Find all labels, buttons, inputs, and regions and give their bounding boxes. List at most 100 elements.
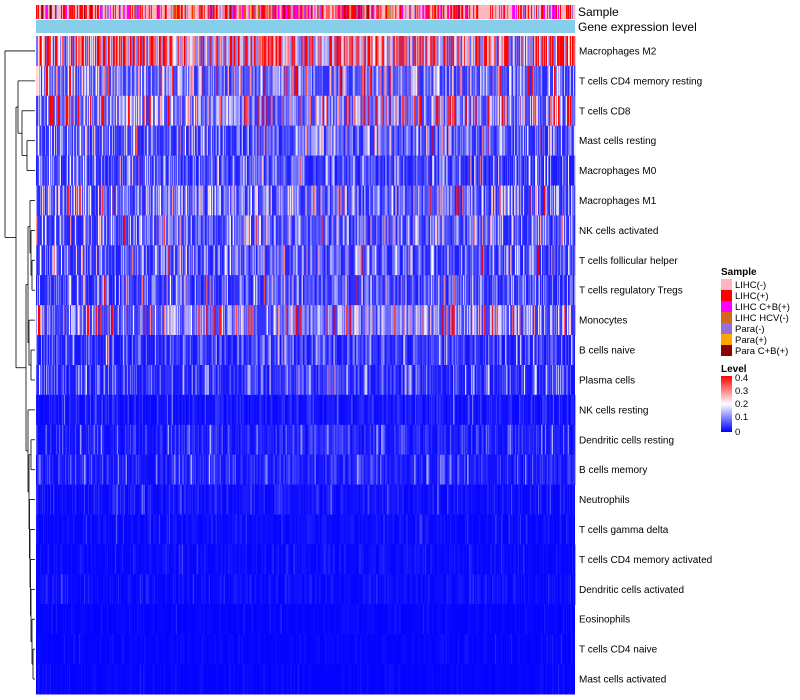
heatmap-cell	[514, 305, 516, 336]
heatmap-cell	[557, 155, 559, 187]
heatmap-cell	[262, 215, 264, 246]
heatmap-cell	[500, 95, 502, 127]
heatmap-cell	[284, 185, 286, 216]
heatmap-cell	[212, 95, 215, 127]
heatmap-cell	[52, 155, 55, 187]
heatmap-cell	[36, 65, 38, 97]
heatmap-cell	[283, 305, 285, 336]
heatmap-cell	[201, 215, 204, 246]
heatmap-cell	[477, 155, 479, 187]
heatmap-cell	[223, 185, 225, 216]
heatmap-cell	[193, 36, 196, 67]
heatmap-cell	[374, 155, 376, 187]
sample-cell	[145, 5, 148, 19]
heatmap-cell	[535, 125, 537, 157]
heatmap-cell	[170, 245, 173, 276]
heatmap-cell	[41, 36, 44, 67]
sample-cell	[71, 5, 74, 19]
heatmap-cell	[558, 95, 560, 127]
heatmap-cell	[388, 36, 390, 67]
heatmap-cell	[171, 215, 174, 246]
heatmap-cell	[45, 275, 48, 306]
heatmap-cell	[132, 155, 135, 187]
heatmap-cell	[281, 305, 283, 336]
heatmap-cell	[68, 185, 71, 216]
heatmap-cell	[113, 155, 116, 187]
sample-cell	[403, 5, 405, 19]
heatmap-cell	[193, 95, 196, 127]
heatmap-cell	[370, 95, 372, 127]
heatmap-cell	[561, 95, 563, 127]
heatmap-cell	[380, 185, 382, 216]
sample-cell	[490, 5, 492, 19]
heatmap-cell	[138, 65, 141, 97]
heatmap-cell	[545, 275, 547, 306]
heatmap-cell	[344, 215, 346, 246]
heatmap-cell	[178, 36, 181, 67]
heatmap-cell	[561, 36, 563, 67]
heatmap-cell	[47, 215, 50, 246]
heatmap-cell	[535, 185, 537, 216]
heatmap-cell	[350, 155, 352, 187]
heatmap-cell	[562, 245, 564, 276]
heatmap-cell	[357, 185, 359, 216]
heatmap-cell	[88, 65, 91, 97]
heatmap-cell	[423, 125, 425, 157]
heatmap-cell	[162, 36, 165, 67]
sample-cell	[569, 5, 571, 19]
heatmap-cell	[154, 245, 157, 276]
heatmap-cell	[44, 275, 47, 306]
heatmap-cell	[490, 125, 492, 157]
heatmap-cell	[523, 95, 525, 127]
heatmap-cell	[436, 155, 438, 187]
heatmap-cell	[160, 305, 163, 336]
heatmap-cell	[86, 245, 89, 276]
heatmap-cell	[285, 185, 287, 216]
heatmap-cell	[381, 185, 383, 216]
heatmap-cell	[204, 305, 207, 336]
heatmap-cell	[334, 95, 336, 127]
heatmap-cell	[233, 95, 235, 127]
heatmap-cell	[348, 95, 350, 127]
heatmap-cell	[126, 155, 129, 187]
heatmap-cell	[344, 65, 346, 97]
heatmap-cell	[462, 95, 464, 127]
heatmap-cell	[572, 275, 574, 306]
heatmap-cell	[75, 125, 78, 157]
heatmap-cell	[69, 155, 72, 187]
heatmap-cell	[69, 65, 72, 97]
heatmap-cell	[523, 245, 525, 276]
heatmap-cell	[483, 65, 485, 97]
heatmap-cell	[344, 155, 346, 187]
heatmap-cell	[244, 245, 246, 276]
heatmap-cell	[326, 305, 328, 336]
heatmap-cell	[281, 215, 283, 246]
heatmap-cell	[357, 95, 359, 127]
heatmap-cell	[124, 215, 127, 246]
heatmap-cell	[258, 215, 260, 246]
heatmap-cell	[255, 125, 257, 157]
heatmap-cell	[251, 215, 253, 246]
heatmap-cell	[515, 95, 517, 127]
heatmap-cell	[47, 305, 50, 336]
heatmap-cell	[527, 36, 529, 67]
heatmap-cell	[378, 65, 380, 97]
heatmap-cell	[136, 65, 139, 97]
heatmap-cell	[346, 305, 348, 336]
heatmap-cell	[280, 185, 282, 216]
heatmap-cell	[83, 36, 86, 67]
heatmap-cell	[322, 215, 324, 246]
heatmap-cell	[238, 335, 240, 366]
heatmap-cell	[355, 95, 357, 127]
heatmap-cell	[164, 65, 167, 97]
heatmap-cell	[376, 215, 378, 246]
heatmap-cell	[74, 245, 77, 276]
heatmap-cell	[299, 245, 301, 276]
heatmap-cell	[163, 185, 166, 216]
heatmap-cell	[490, 305, 492, 336]
sample-cell	[491, 5, 493, 19]
heatmap-cell	[101, 36, 104, 67]
heatmap-cell	[354, 215, 356, 246]
heatmap-cell	[295, 275, 297, 306]
